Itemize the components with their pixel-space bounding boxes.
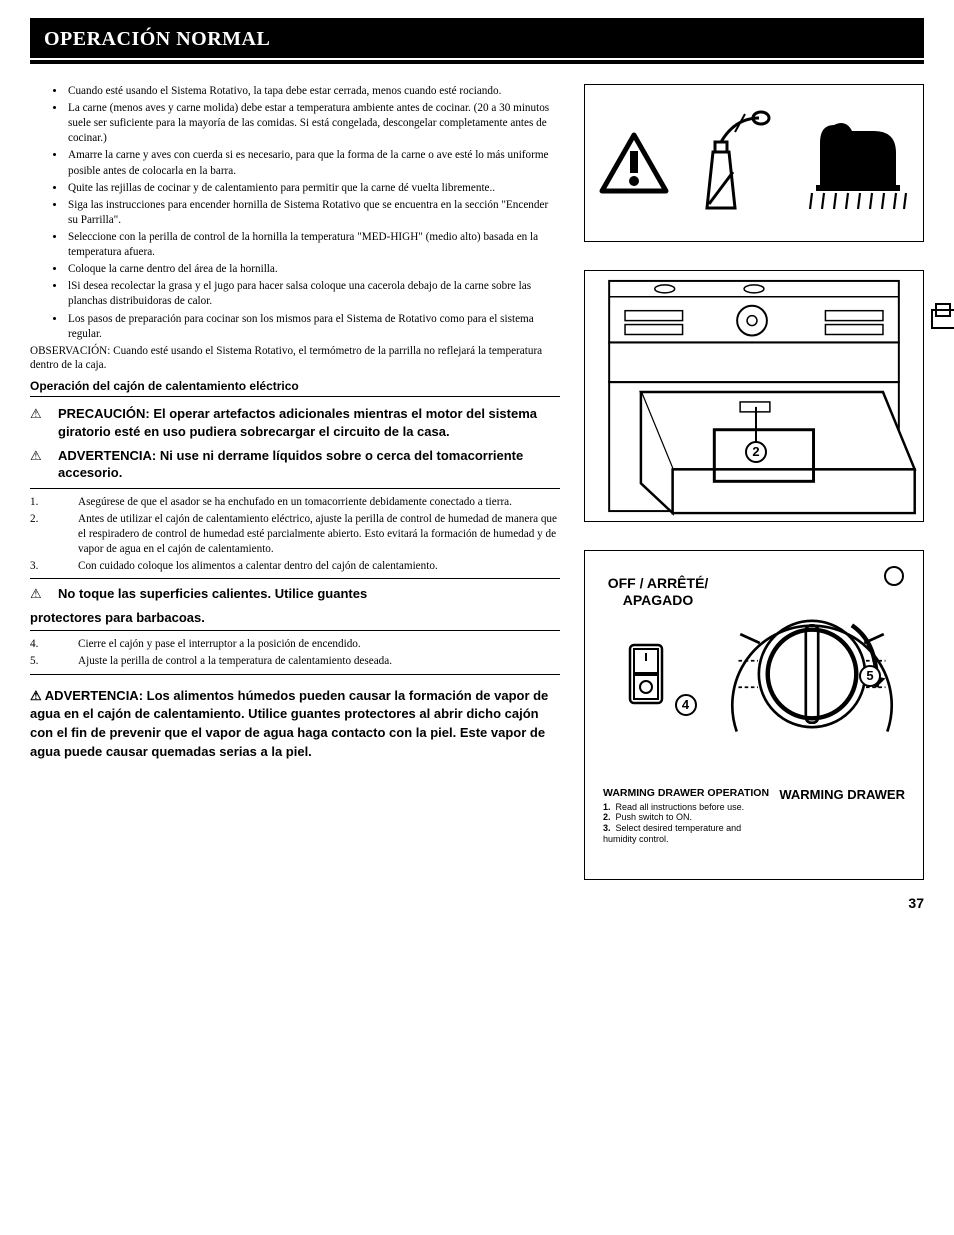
section-title: OPERACIÓN NORMAL [44, 26, 910, 52]
warning-triangle-icon: ⚠ [30, 688, 45, 703]
figure-control-dial: OFF / ARRÊTÉ/ APAGADO 4 [584, 550, 924, 880]
warning-triangle-icon: ⚠ [30, 585, 46, 603]
drip-bottle-icon [685, 108, 785, 218]
list-item: Seleccione con la perilla de control de … [66, 230, 560, 260]
wd-operation-title: WARMING DRAWER OPERATION [603, 787, 772, 801]
section-header: OPERACIÓN NORMAL [30, 18, 924, 66]
step-item: Con cuidado coloque los alimentos a cale… [30, 559, 560, 574]
callout-2: 2 [745, 441, 767, 463]
list-item: lSi desea recolectar la grasa y el jugo … [66, 279, 560, 309]
list-item: La carne (menos aves y carne molida) deb… [66, 101, 560, 146]
warning-text: ADVERTENCIA: Ni use ni derrame líquidos … [58, 447, 560, 482]
step-item: Ajuste la perilla de control a la temper… [30, 654, 560, 669]
hot-surface-text: No toque las superficies calientes. Util… [58, 585, 367, 603]
hot-surface-text-cont: protectores para barbacoas. [30, 609, 560, 627]
callout-5: 5 [859, 665, 881, 687]
page-number: 37 [30, 894, 924, 912]
step-item: Asegúrese de que el asador se ha enchufa… [30, 495, 560, 510]
text-column: Cuando esté usando el Sistema Rotativo, … [30, 84, 560, 880]
switch-icon [620, 639, 672, 709]
divider [30, 488, 560, 489]
list-item: Cuando esté usando el Sistema Rotativo, … [66, 84, 560, 99]
bullet-list: Cuando esté usando el Sistema Rotativo, … [30, 84, 560, 342]
off-label: OFF / ARRÊTÉ/ APAGADO [603, 575, 713, 609]
figure-safety-icons [584, 84, 924, 242]
wd-operation-list: 1. Read all instructions before use. 2. … [603, 802, 772, 845]
list-item: Los pasos de preparación para cocinar so… [66, 312, 560, 342]
warning-block: ⚠ ADVERTENCIA: Ni use ni derrame líquido… [30, 447, 560, 482]
warning-triangle-icon [598, 131, 670, 195]
step-item: Antes de utilizar el cajón de calentamie… [30, 512, 560, 557]
divider [30, 578, 560, 579]
figure-column: 2 OFF / ARRÊTÉ/ [584, 84, 924, 880]
warning-triangle-icon: ⚠ [30, 447, 46, 482]
numbered-steps-1: Asegúrese de que el asador se ha enchufa… [30, 495, 560, 575]
wd-title: WARMING DRAWER [779, 787, 905, 845]
subheading-drawer-operation: Operación del cajón de calentamiento elé… [30, 379, 560, 398]
final-warning-block: ⚠ ADVERTENCIA: Los alimentos húmedos pue… [30, 687, 560, 762]
list-item: Coloque la carne dentro del área de la h… [66, 262, 560, 277]
list-item: Siga las instrucciones para encender hor… [66, 198, 560, 228]
figure-vent-detail [928, 298, 954, 349]
step-item: Cierre el cajón y pase el interruptor a … [30, 637, 560, 652]
caution-text: PRECAUCIÓN: El operar artefactos adicion… [58, 405, 560, 440]
numbered-steps-2: Cierre el cajón y pase el interruptor a … [30, 637, 560, 669]
oven-mitt-icon [800, 113, 910, 213]
callout-4: 4 [675, 694, 697, 716]
warning-triangle-icon: ⚠ [30, 405, 46, 440]
figure-drawer-diagram: 2 [584, 270, 924, 522]
hot-surface-block: ⚠ No toque las superficies calientes. Ut… [30, 585, 560, 603]
final-warning-text: ADVERTENCIA: Los alimentos húmedos puede… [30, 688, 548, 760]
divider [30, 630, 560, 631]
divider [30, 674, 560, 675]
list-item: Quite las rejillas de cocinar y de calen… [66, 181, 560, 196]
list-item: Amarre la carne y aves con cuerda si es … [66, 148, 560, 178]
observation-note: OBSERVACIÓN: Cuando esté usando el Siste… [30, 344, 560, 373]
caution-block: ⚠ PRECAUCIÓN: El operar artefactos adici… [30, 405, 560, 440]
